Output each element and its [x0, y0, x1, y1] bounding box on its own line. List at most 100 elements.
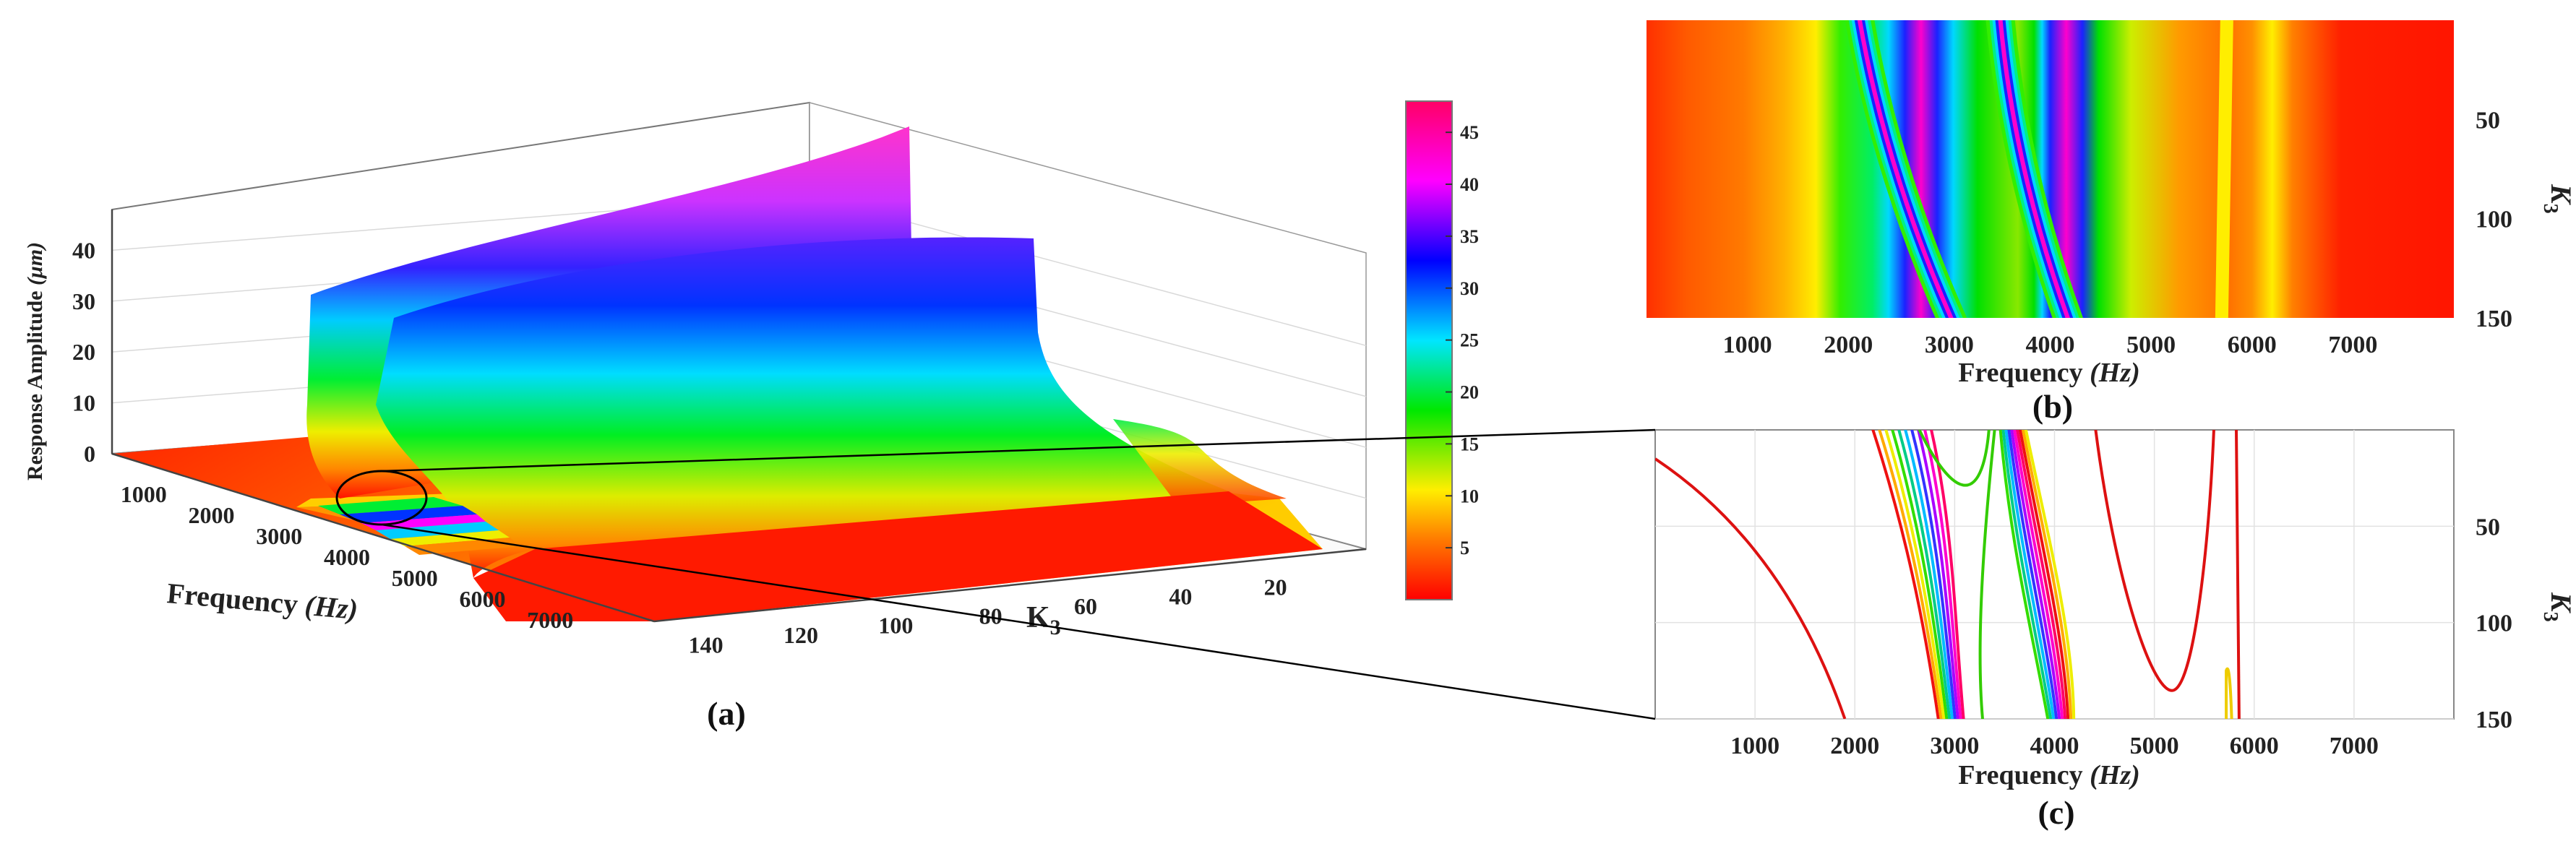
k-tick-label: 60	[1074, 593, 1097, 619]
heatmap-x-tick-label: 4000	[2026, 332, 2075, 358]
caption-a: (a)	[707, 695, 746, 732]
colorbar-tick-label: 15	[1460, 434, 1479, 454]
resonance-tail	[1113, 419, 1287, 506]
caption-c: (c)	[2038, 794, 2074, 831]
contour-x-label: Frequency (Hz)	[1958, 760, 2140, 790]
contour-line	[2007, 430, 2058, 719]
heatmap-y-tick-label: 150	[2476, 306, 2512, 332]
contour-line	[2010, 430, 2061, 719]
surface-ticks: 0 10 20 30 40 1000 2000 3000 4000 5000 6000 7000 20 4…	[72, 237, 1287, 657]
contour-x-tick-label: 4000	[2030, 733, 2079, 759]
surface-front	[473, 491, 1323, 621]
k-tick-label: 120	[783, 622, 818, 648]
x-axis-label: Frequency (Hz)	[166, 577, 359, 626]
contour-line	[1891, 430, 1949, 719]
contour-line	[1923, 430, 1962, 719]
z-tick-label: 40	[72, 237, 95, 263]
heatmap-y-tick-label: 50	[2476, 107, 2500, 134]
contour-x-tick-label: 3000	[1930, 733, 1979, 759]
z-tick-label: 20	[72, 339, 95, 365]
colorbar-gradient	[1405, 100, 1453, 600]
x-tick-label: 5000	[392, 565, 438, 591]
colorbar: 5 10 15 20 25 30 35 40 45	[1405, 100, 1479, 600]
contour-x-tick-label: 1000	[1730, 733, 1779, 759]
heatmap-x-tick-label: 3000	[1925, 332, 1974, 358]
z-tick-label: 10	[72, 390, 95, 416]
contour-line	[2024, 430, 2076, 719]
contour-x-tick-label: 5000	[2130, 733, 2179, 759]
contour-line	[1978, 430, 1996, 719]
heatmap-x-tick-label: 5000	[2126, 332, 2176, 358]
contour-line	[1918, 430, 1991, 487]
contour-y-tick-label: 50	[2476, 514, 2500, 540]
contour-line	[2016, 430, 2067, 719]
heatmap-ticks: 1000 2000 3000 4000 5000 6000 7000 50 100 150	[1723, 107, 2512, 358]
colorbar-ticks: 5 10 15 20 25 30 35 40 45	[1446, 122, 1479, 558]
k-tick-label: 40	[1169, 584, 1192, 610]
x-tick-label: 4000	[324, 544, 370, 570]
colorbar-tick-label: 45	[1460, 122, 1479, 143]
contour-line	[2004, 430, 2056, 719]
colorbar-tick-label: 40	[1460, 174, 1479, 195]
colorbar-tick-label: 30	[1460, 278, 1479, 299]
contour-ticks: 1000 2000 3000 4000 5000 6000 7000 50 100 150	[1730, 514, 2512, 759]
k-tick-label: 20	[1264, 574, 1287, 600]
x-axis-line	[111, 452, 655, 623]
heatmap-band	[1857, 20, 1954, 318]
heatmap-x-tick-label: 2000	[1824, 332, 1873, 358]
zoom-connector-bottom	[381, 523, 1656, 720]
contour-line	[1884, 430, 1946, 719]
heatmap-band	[2215, 20, 2233, 318]
contour-line	[2094, 430, 2215, 692]
contour-line	[2001, 430, 2053, 719]
z-tick-label: 30	[72, 288, 95, 314]
heatmap-x-tick-label: 1000	[1723, 332, 1772, 358]
heatmap-x-tick-label: 6000	[2228, 332, 2277, 358]
heatmap-plot: 1000 2000 3000 4000 5000 6000 7000 50 100 150 Fre…	[1647, 20, 2576, 425]
heatmap-band	[1998, 20, 2071, 318]
colorbar-tick-label: 35	[1460, 226, 1479, 247]
x-tick-label: 2000	[189, 502, 235, 528]
k-axis-label: K3	[1026, 601, 1061, 639]
contour-line	[2013, 430, 2064, 719]
x-tick-label: 1000	[121, 481, 167, 507]
z-axis-label: Response Amplitude (μm)	[23, 242, 47, 480]
contour-y-tick-label: 150	[2476, 707, 2512, 733]
resonance-wall-2	[376, 237, 1229, 578]
contour-line	[2019, 430, 2070, 719]
heatmap-y-label: K3	[2539, 184, 2576, 214]
contour-line	[1998, 430, 2050, 719]
k-tick-label: 100	[878, 613, 913, 639]
contour-line	[1897, 430, 1952, 719]
k-tick-label: 140	[689, 631, 724, 657]
contour-lines	[1655, 430, 2241, 719]
contour-line	[1904, 430, 1954, 719]
contour-line	[2235, 430, 2241, 719]
heatmap-x-label: Frequency (Hz)	[1958, 358, 2140, 388]
z-tick-label: 0	[84, 441, 95, 467]
contour-line	[1871, 430, 1940, 719]
contour-y-label: K3	[2539, 592, 2576, 622]
k-axis-line	[653, 548, 1367, 623]
contour-y-tick-label: 100	[2476, 611, 2512, 637]
heatmap-bands	[1845, 20, 2233, 318]
zoom-connector-top	[381, 428, 1656, 473]
contour-x-tick-label: 6000	[2230, 733, 2279, 759]
contour-x-tick-label: 2000	[1830, 733, 1879, 759]
colorbar-tick-label: 10	[1460, 486, 1479, 506]
colorbar-tick-label: 5	[1460, 538, 1469, 558]
surface-plot: 0 10 20 30 40 1000 2000 3000 4000 5000 6000 7000 20 4…	[23, 101, 1367, 732]
contour-line	[1917, 430, 1959, 719]
heatmap-x-tick-label: 7000	[2328, 332, 2377, 358]
contour-line	[1878, 430, 1943, 719]
x-tick-label: 7000	[527, 607, 573, 633]
contour-plot: 1000 2000 3000 4000 5000 6000 7000 50 100 150 Fre…	[1654, 429, 2576, 831]
x-tick-label: 3000	[256, 523, 302, 549]
contour-line	[2021, 430, 2073, 719]
x-tick-label: 6000	[460, 586, 506, 612]
heatmap-y-tick-label: 100	[2476, 207, 2512, 233]
contour-line	[2225, 667, 2233, 719]
contour-line	[1910, 430, 1957, 719]
contour-x-tick-label: 7000	[2330, 733, 2379, 759]
